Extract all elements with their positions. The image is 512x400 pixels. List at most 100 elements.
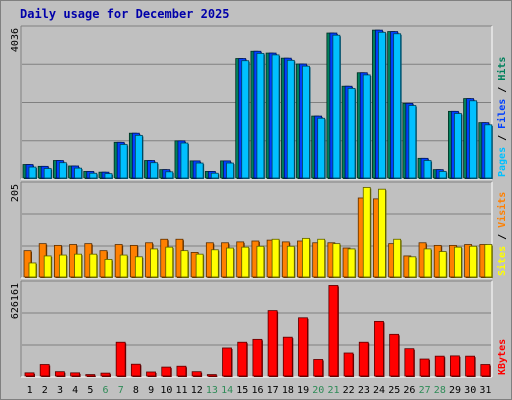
bar-kbytes-day-11 — [176, 365, 187, 377]
bar-kbytes-day-3 — [54, 371, 65, 377]
x-tick-label: 18 — [282, 385, 294, 396]
bar-sites-day-2 — [43, 255, 52, 278]
bar-pages-day-22 — [347, 88, 356, 179]
bar-sites-day-14 — [226, 247, 234, 278]
bar-sites-day-1 — [28, 262, 37, 278]
bar-sites-day-26 — [408, 256, 417, 278]
bar-pages-day-9 — [150, 162, 158, 179]
bar-sites-day-31 — [484, 244, 493, 278]
bar-pages-day-3 — [58, 162, 67, 179]
bar-pages-day-26 — [408, 105, 417, 179]
bar-sites-day-18 — [286, 245, 295, 278]
bar-sites-day-11 — [180, 250, 189, 278]
bar-kbytes-day-24 — [374, 320, 384, 377]
legend-item-visits: Visits — [496, 192, 508, 228]
x-tick-label: 3 — [57, 385, 63, 396]
bar-kbytes-day-31 — [480, 364, 491, 377]
bar-sites-day-4 — [74, 253, 82, 278]
legend-item-pages: Pages — [497, 147, 508, 177]
bar-kbytes-day-7 — [115, 341, 126, 377]
x-tick-label: 23 — [358, 385, 370, 396]
bar-sites-day-25 — [393, 238, 402, 278]
bar-kbytes-day-27 — [419, 358, 430, 377]
bar-pages-day-11 — [180, 142, 189, 179]
bar-kbytes-day-19 — [298, 317, 308, 377]
bar-kbytes-day-15 — [237, 341, 248, 377]
x-tick-label: 10 — [160, 385, 172, 396]
bar-pages-day-18 — [286, 59, 295, 179]
bar-pages-day-6 — [104, 173, 113, 179]
bar-sites-day-30 — [469, 245, 478, 278]
x-tick-label: 21 — [327, 385, 339, 396]
x-tick-label: 13 — [206, 385, 218, 396]
x-tick-label: 9 — [148, 385, 154, 396]
bar-kbytes-day-29 — [450, 355, 460, 377]
bar-sites-day-22 — [347, 248, 356, 278]
bar-kbytes-day-21 — [328, 285, 339, 377]
bar-sites-day-29 — [454, 246, 462, 278]
bar-pages-day-19 — [302, 65, 310, 179]
bar-kbytes-day-13 — [206, 374, 217, 377]
bar-kbytes-day-6 — [100, 372, 111, 377]
x-tick-label: 31 — [479, 385, 491, 396]
bar-pages-day-30 — [469, 100, 478, 179]
bar-kbytes-day-26 — [404, 348, 415, 377]
x-tick-label: 15 — [236, 385, 248, 396]
bar-sites-day-16 — [256, 245, 265, 278]
y-max-label-hits-files-pages: 4036 — [10, 28, 21, 52]
bar-sites-day-15 — [241, 246, 250, 278]
x-tick-label: 7 — [118, 385, 124, 396]
x-tick-label: 22 — [343, 385, 355, 396]
bar-sites-day-6 — [104, 259, 113, 278]
x-tick-label: 26 — [403, 385, 415, 396]
bar-sites-day-20 — [317, 238, 326, 278]
bar-sites-day-5 — [89, 253, 98, 278]
bar-kbytes-day-12 — [191, 371, 202, 377]
x-tick-label: 6 — [103, 385, 109, 396]
bar-pages-day-2 — [43, 168, 52, 179]
bar-sites-day-27 — [423, 248, 432, 278]
x-tick-label: 2 — [42, 385, 48, 396]
bar-sites-day-23 — [362, 187, 371, 278]
bar-sites-day-10 — [165, 246, 174, 278]
bar-kbytes-day-30 — [465, 355, 476, 377]
bar-kbytes-day-18 — [282, 336, 293, 377]
x-tick-label: 16 — [251, 385, 263, 396]
bar-pages-day-10 — [165, 171, 174, 179]
bar-pages-day-24 — [378, 31, 386, 179]
bar-sites-day-13 — [210, 249, 219, 278]
y-max-label-visits-sites: 205 — [10, 184, 21, 202]
bar-pages-day-23 — [362, 74, 371, 179]
bar-sites-day-21 — [332, 243, 341, 278]
bar-pages-day-12 — [195, 162, 204, 179]
bar-kbytes-day-14 — [222, 347, 232, 377]
bar-kbytes-day-25 — [389, 333, 400, 377]
y-max-label-kbytes: 626161 — [10, 283, 21, 319]
bar-pages-day-21 — [332, 34, 341, 179]
bar-pages-day-31 — [484, 124, 493, 179]
legend-hits-files-pages: Pages / Files / Hits — [496, 57, 508, 177]
legend-separator: / — [497, 129, 508, 147]
legend-separator: / — [497, 81, 508, 99]
x-tick-label: 20 — [312, 385, 324, 396]
bar-pages-day-5 — [89, 172, 98, 179]
x-tick-label: 27 — [419, 385, 431, 396]
bar-kbytes-day-22 — [343, 352, 354, 377]
x-tick-label: 24 — [373, 385, 385, 396]
legend-item-files: Files — [496, 99, 508, 129]
bar-kbytes-day-5 — [85, 374, 96, 377]
bar-sites-day-28 — [438, 251, 447, 278]
legend-kbytes: KBytes — [497, 339, 508, 375]
x-tick-label: 17 — [267, 385, 279, 396]
x-tick-label: 29 — [449, 385, 461, 396]
bar-kbytes-day-9 — [146, 371, 156, 377]
bar-sites-day-8 — [134, 256, 143, 278]
legend-item-kbytes: KBytes — [497, 339, 508, 375]
x-tick-label: 28 — [434, 385, 446, 396]
bar-pages-day-1 — [28, 166, 37, 179]
x-tick-label: 12 — [191, 385, 203, 396]
bar-pages-day-13 — [210, 172, 219, 179]
x-tick-label: 11 — [176, 385, 188, 396]
